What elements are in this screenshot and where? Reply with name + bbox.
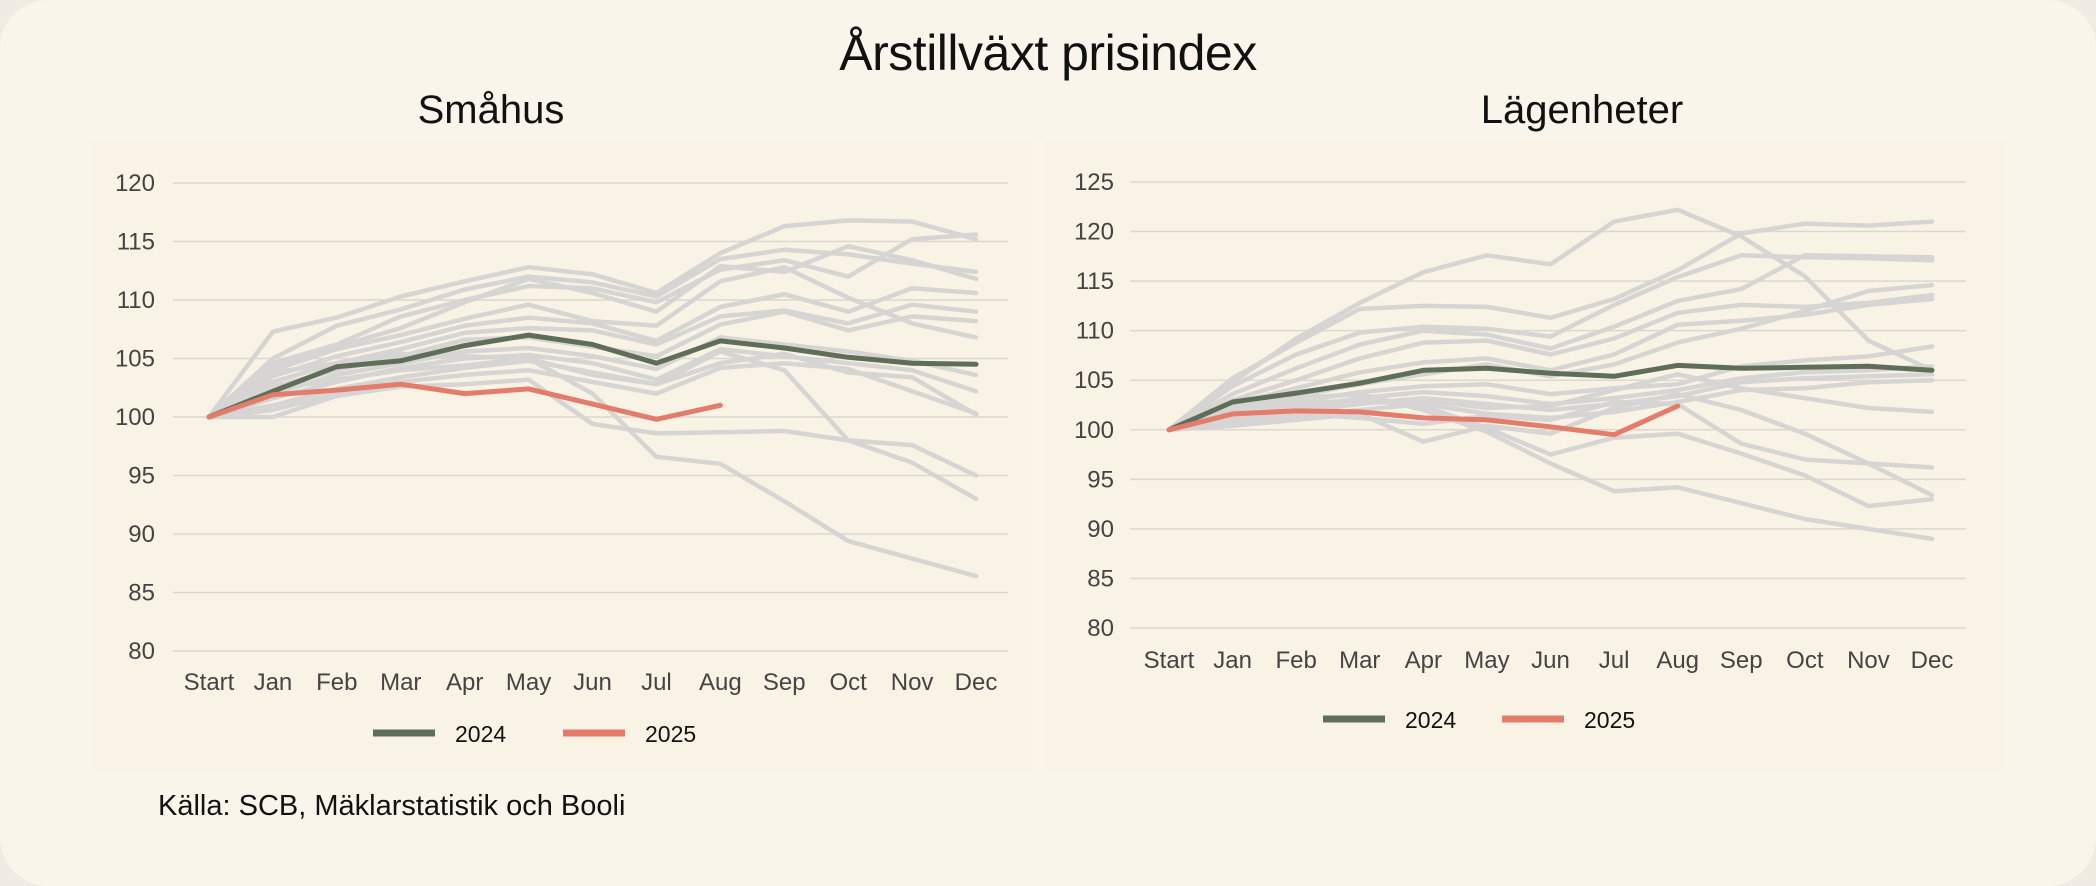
lagenheter-background-series-line bbox=[1166, 397, 1935, 509]
lagenheter-series-line-2024 bbox=[1166, 362, 1935, 433]
lagenheter-x-tick-label: Apr bbox=[1405, 647, 1442, 674]
lagenheter-x-tick-label: Jun bbox=[1531, 647, 1570, 674]
lagenheter-legend-label-2025: 2025 bbox=[1584, 707, 1635, 733]
smahus-x-tick-label: Start bbox=[184, 669, 235, 696]
lagenheter-legend-label-2024: 2024 bbox=[1405, 707, 1456, 733]
main-title: Årstillväxt prisindex bbox=[839, 25, 1257, 81]
lagenheter-x-tick-label: Start bbox=[1144, 647, 1195, 674]
smahus-series-line-2025 bbox=[206, 381, 723, 422]
smahus-x-tick-label: Jun bbox=[573, 669, 612, 696]
smahus-y-tick-label: 110 bbox=[117, 287, 155, 314]
lagenheter-y-tick-label: 80 bbox=[1087, 615, 1114, 642]
lagenheter-y-tick-label: 90 bbox=[1087, 516, 1114, 543]
smahus-background-series-line bbox=[206, 247, 979, 420]
lagenheter-background-series-line bbox=[1166, 399, 1935, 470]
smahus-background-series-line bbox=[206, 349, 979, 502]
lagenheter-background-series-line bbox=[1166, 253, 1935, 433]
panel-bg-smahus bbox=[91, 140, 1033, 770]
smahus-background-series-line bbox=[206, 360, 979, 420]
smahus-x-tick-label: Aug bbox=[699, 669, 742, 696]
smahus-x-tick-label: Nov bbox=[891, 669, 934, 696]
lagenheter-background-series-line bbox=[1166, 391, 1935, 542]
smahus-x-tick-label: Feb bbox=[316, 669, 357, 696]
smahus-background-series-line bbox=[206, 346, 979, 420]
lagenheter-y-tick-label: 85 bbox=[1087, 565, 1114, 592]
smahus-background-series-line bbox=[206, 264, 979, 420]
smahus-y-tick-label: 80 bbox=[128, 638, 155, 665]
lagenheter-background-series-line bbox=[1166, 372, 1935, 433]
lagenheter-y-tick-label: 95 bbox=[1087, 466, 1114, 493]
lagenheter-x-tick-label: Nov bbox=[1847, 647, 1890, 674]
lagenheter-x-tick-label: May bbox=[1464, 647, 1509, 674]
lagenheter-background-series-line bbox=[1166, 292, 1935, 433]
smahus-y-tick-label: 95 bbox=[128, 463, 155, 490]
smahus-background-series-line bbox=[206, 218, 979, 420]
lagenheter-background-series-line bbox=[1166, 207, 1935, 433]
smahus-x-tick-label: Sep bbox=[763, 669, 806, 696]
smahus-series-line-2024 bbox=[206, 332, 979, 420]
smahus-y-tick-label: 105 bbox=[115, 346, 155, 373]
smahus-y-tick-label: 115 bbox=[117, 229, 155, 256]
smahus-x-tick-label: Jan bbox=[254, 669, 293, 696]
lagenheter-series-line-2025 bbox=[1166, 403, 1681, 438]
smahus-x-tick-label: Dec bbox=[955, 669, 998, 696]
lagenheter-x-tick-label: Sep bbox=[1720, 647, 1763, 674]
smahus-background-series-line bbox=[206, 286, 979, 420]
smahus-x-tick-label: Jul bbox=[641, 669, 672, 696]
smahus-y-tick-label: 120 bbox=[115, 170, 155, 197]
lagenheter-x-tick-label: Jan bbox=[1213, 647, 1252, 674]
lagenheter-y-tick-label: 105 bbox=[1074, 367, 1114, 394]
smahus-x-tick-label: May bbox=[506, 669, 551, 696]
lagenheter-y-tick-label: 125 bbox=[1074, 169, 1114, 196]
smahus-legend-label-2025: 2025 bbox=[645, 721, 696, 747]
lagenheter-y-tick-label: 110 bbox=[1076, 318, 1114, 345]
panel-title-lagenheter: Lägenheter bbox=[1480, 88, 1684, 132]
smahus-y-tick-label: 85 bbox=[128, 580, 155, 607]
smahus-x-tick-label: Oct bbox=[829, 669, 867, 696]
smahus-y-tick-label: 100 bbox=[115, 404, 155, 431]
lagenheter-background-series-line bbox=[1166, 219, 1935, 433]
lagenheter-x-tick-label: Jul bbox=[1599, 647, 1630, 674]
smahus-x-tick-label: Mar bbox=[380, 669, 421, 696]
lagenheter-background-series-line bbox=[1166, 391, 1935, 498]
source-note: Källa: SCB, Mäklarstatistik och Booli bbox=[158, 790, 626, 822]
panel-title-smahus: Småhus bbox=[417, 88, 565, 132]
smahus-x-tick-label: Apr bbox=[446, 669, 483, 696]
lagenheter-x-tick-label: Aug bbox=[1656, 647, 1699, 674]
smahus-legend-label-2024: 2024 bbox=[455, 721, 506, 747]
lagenheter-y-tick-label: 115 bbox=[1076, 268, 1114, 295]
smahus-background-series-line bbox=[206, 335, 979, 420]
lagenheter-y-tick-label: 100 bbox=[1074, 417, 1114, 444]
lagenheter-x-tick-label: Oct bbox=[1786, 647, 1824, 674]
lagenheter-x-tick-label: Dec bbox=[1911, 647, 1954, 674]
lagenheter-x-tick-label: Mar bbox=[1339, 647, 1380, 674]
lagenheter-background-series-line bbox=[1166, 296, 1935, 433]
smahus-background-series-line bbox=[206, 356, 979, 579]
lagenheter-y-tick-label: 120 bbox=[1074, 219, 1114, 246]
smahus-y-tick-label: 90 bbox=[128, 521, 155, 548]
lagenheter-x-tick-label: Feb bbox=[1275, 647, 1316, 674]
